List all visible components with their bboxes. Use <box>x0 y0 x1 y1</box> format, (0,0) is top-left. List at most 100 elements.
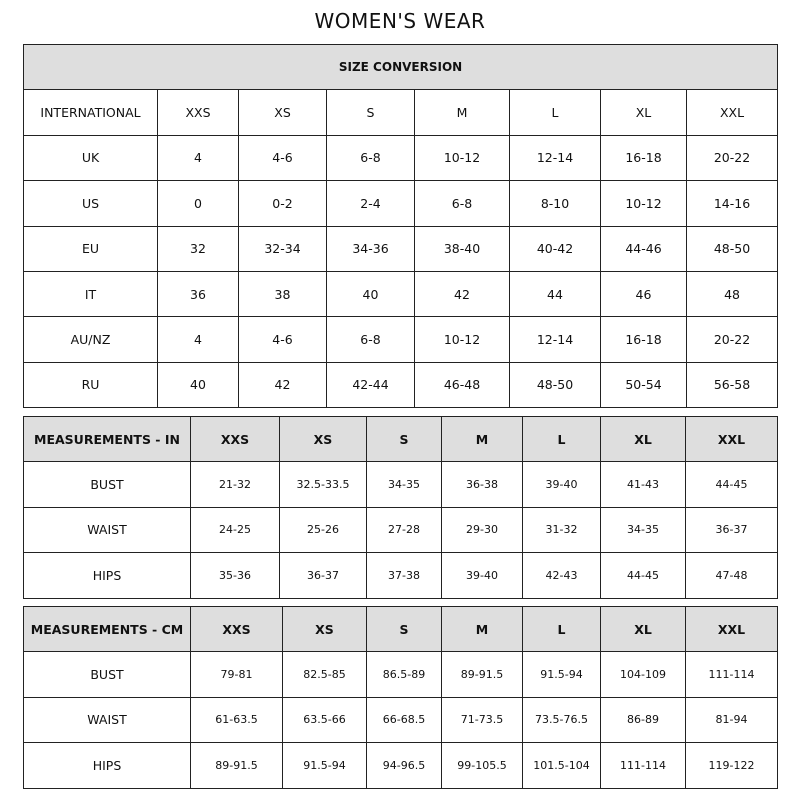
measurements-in-table: MEASUREMENTS - IN XXS XS S M L XL XXL BUST 21-32 3… <box>23 415 778 599</box>
table-cell: 42 <box>414 270 510 318</box>
table-cell: 38 <box>238 270 327 318</box>
table-cell: 4-6 <box>238 134 327 182</box>
table-cell: 24-25 <box>190 506 280 554</box>
table-cell: 46-48 <box>414 361 510 409</box>
table-cell: 66-68.5 <box>366 696 442 744</box>
table-cell: 40-42 <box>509 225 601 272</box>
table-cell: 86.5-89 <box>366 651 442 698</box>
row-label: WAIST <box>23 696 191 744</box>
table-cell: S <box>326 89 415 136</box>
table-cell: 71-73.5 <box>441 696 523 744</box>
table-cell: 34-36 <box>326 225 415 272</box>
table-row: UK 4 4-6 6-8 10-12 12-14 16-18 20-22 <box>23 134 779 182</box>
table-cell: XXS <box>190 605 283 653</box>
table-cell: XS <box>282 605 367 653</box>
table-cell: 82.5-85 <box>282 651 367 698</box>
table-row: EU 32 32-34 34-36 38-40 40-42 44-46 48-50 <box>23 225 779 272</box>
table-title-row: SIZE CONVERSION <box>22 43 779 91</box>
table-cell: 101.5-104 <box>522 742 601 789</box>
table-cell: XXL <box>685 89 779 136</box>
table-cell: 86-89 <box>600 696 686 744</box>
table-cell: 32-34 <box>238 225 327 272</box>
table-row: HIPS 89-91.5 91.5-94 94-96.5 99-105.5 101.5-1… <box>23 742 778 789</box>
table-cell: 39-40 <box>441 552 523 599</box>
table-cell: 4 <box>157 316 239 363</box>
table-cell: M <box>414 89 510 136</box>
table-cell: 104-109 <box>600 651 686 698</box>
table-cell: 47-48 <box>685 552 778 599</box>
row-label: INTERNATIONAL <box>23 89 158 136</box>
table-cell: 50-54 <box>600 361 687 409</box>
header-row: INTERNATIONAL XXS XS S M L XL XXL <box>23 89 779 136</box>
table-row: RU 40 42 42-44 46-48 48-50 50-54 56-58 <box>23 361 779 409</box>
row-label: WAIST <box>23 506 191 554</box>
table-cell: 10-12 <box>414 134 510 182</box>
row-label: AU/NZ <box>23 316 158 363</box>
table-cell: 6-8 <box>414 180 510 227</box>
table-cell: S <box>366 415 442 463</box>
table-cell: 111-114 <box>600 742 686 789</box>
table-cell: 42-44 <box>326 361 415 409</box>
table-cell: 44-46 <box>600 225 687 272</box>
table-cell: 48-50 <box>509 361 601 409</box>
table-cell: 31-32 <box>522 506 601 554</box>
table-cell: 56-58 <box>685 361 779 409</box>
table-cell: 6-8 <box>326 316 415 363</box>
table-cell: XXS <box>157 89 239 136</box>
header-row: MEASUREMENTS - IN XXS XS S M L XL XXL <box>23 415 778 463</box>
table-row: AU/NZ 4 4-6 6-8 10-12 12-14 16-18 20-22 <box>23 316 779 363</box>
table-cell: 91.5-94 <box>282 742 367 789</box>
header-row: MEASUREMENTS - CM XXS XS S M L XL XXL <box>23 605 778 653</box>
table-cell: 42-43 <box>522 552 601 599</box>
table-cell: 12-14 <box>509 134 601 182</box>
table-cell: 63.5-66 <box>282 696 367 744</box>
row-label: HIPS <box>23 742 191 789</box>
table-cell: 48 <box>685 270 779 318</box>
table-cell: 25-26 <box>279 506 367 554</box>
table-cell: L <box>522 415 601 463</box>
table-cell: 119-122 <box>685 742 778 789</box>
table-row: US 0 0-2 2-4 6-8 8-10 10-12 14-16 <box>23 180 779 227</box>
measurements-cm-table: MEASUREMENTS - CM XXS XS S M L XL XXL BUST 79-81 8… <box>23 605 778 789</box>
table-cell: S <box>366 605 442 653</box>
table-cell: XS <box>238 89 327 136</box>
table-cell: 0 <box>157 180 239 227</box>
table-row: WAIST 61-63.5 63.5-66 66-68.5 71-73.5 73.5-76… <box>23 696 778 744</box>
table-cell: 79-81 <box>190 651 283 698</box>
table-cell: 111-114 <box>685 651 778 698</box>
table-cell: XL <box>600 605 686 653</box>
table-cell: 89-91.5 <box>190 742 283 789</box>
row-label: BUST <box>23 651 191 698</box>
table-cell: 39-40 <box>522 461 601 508</box>
table-cell: 36-37 <box>685 506 778 554</box>
table-cell: 99-105.5 <box>441 742 523 789</box>
table-cell: 44-45 <box>600 552 686 599</box>
table-cell: 10-12 <box>414 316 510 363</box>
table-cell: 34-35 <box>600 506 686 554</box>
table-cell: 44-45 <box>685 461 778 508</box>
table-cell: M <box>441 415 523 463</box>
row-label: EU <box>23 225 158 272</box>
table-cell: 29-30 <box>441 506 523 554</box>
table-row: BUST 79-81 82.5-85 86.5-89 89-91.5 91.5-94 104… <box>23 651 778 698</box>
table-cell: 34-35 <box>366 461 442 508</box>
table-cell: 37-38 <box>366 552 442 599</box>
table-cell: 38-40 <box>414 225 510 272</box>
row-label: MEASUREMENTS - IN <box>23 415 191 463</box>
row-label: IT <box>23 270 158 318</box>
size-conversion-title: SIZE CONVERSION <box>22 43 779 91</box>
table-cell: 32.5-33.5 <box>279 461 367 508</box>
table-cell: 91.5-94 <box>522 651 601 698</box>
table-cell: 2-4 <box>326 180 415 227</box>
table-cell: 36-37 <box>279 552 367 599</box>
row-label: HIPS <box>23 552 191 599</box>
table-cell: 42 <box>238 361 327 409</box>
table-cell: 36 <box>157 270 239 318</box>
table-cell: 14-16 <box>685 180 779 227</box>
table-cell: 4-6 <box>238 316 327 363</box>
table-cell: XXL <box>685 605 778 653</box>
table-cell: XL <box>600 415 686 463</box>
page-title: WOMEN'S WEAR <box>314 9 486 33</box>
table-cell: L <box>509 89 601 136</box>
row-label: RU <box>23 361 158 409</box>
